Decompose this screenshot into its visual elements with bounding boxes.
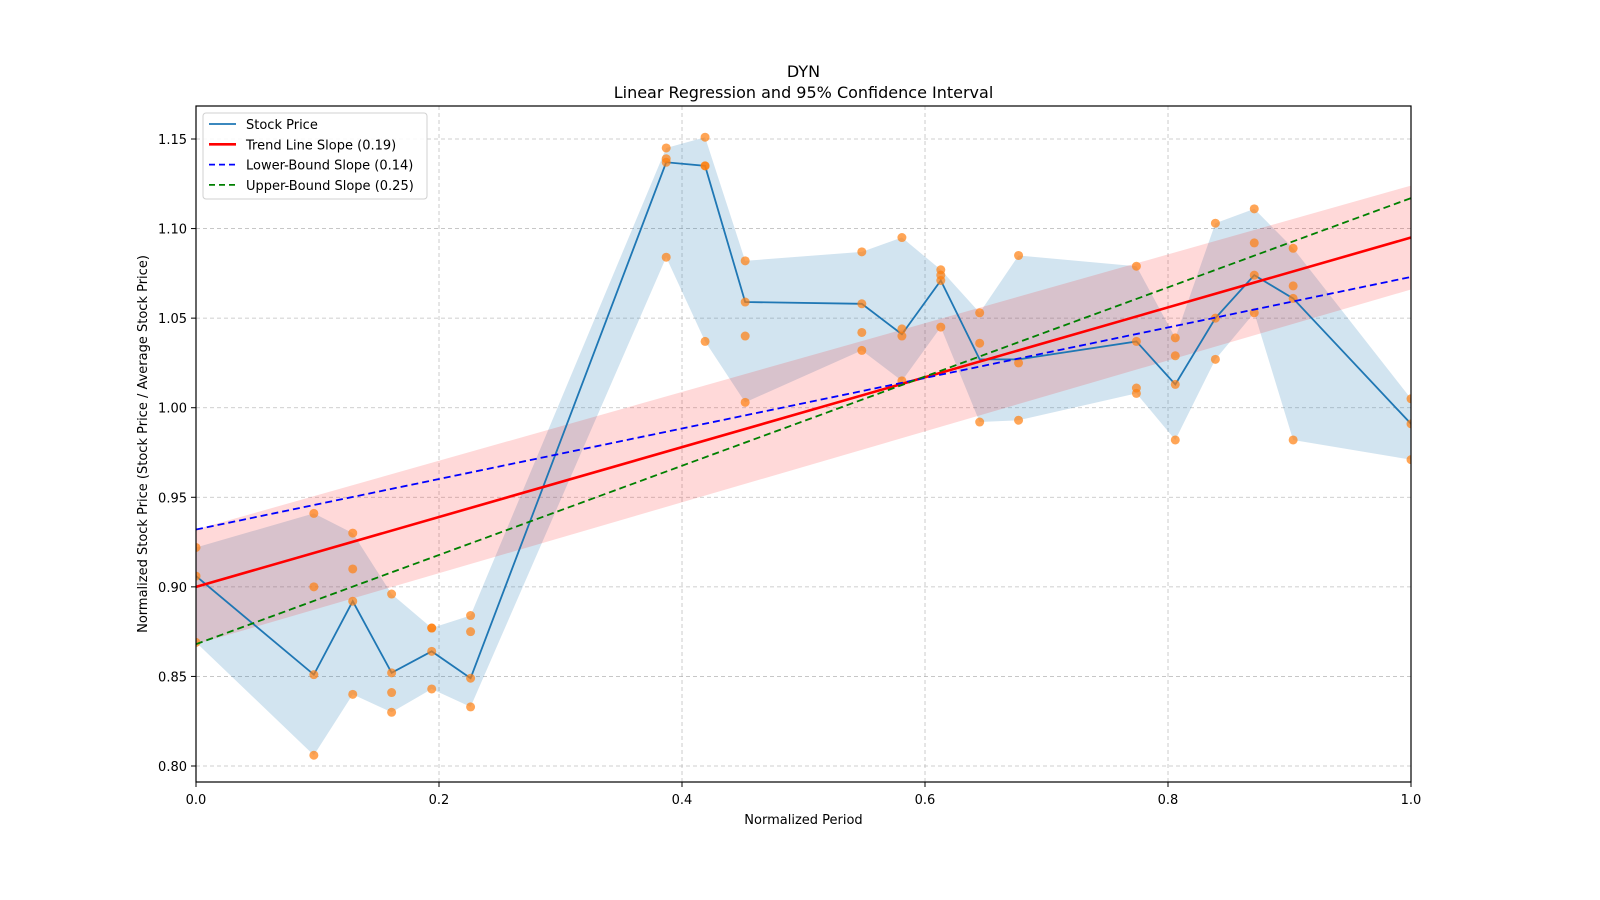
data-point [661,252,671,262]
data-point [897,324,907,334]
y-tick-label: 0.95 [158,491,187,506]
data-point [1406,455,1411,465]
data-point [387,668,397,678]
x-axis-ticks: 0.0 0.2 0.4 0.6 0.8 1.0 [186,782,1422,808]
data-point [700,132,710,142]
data-point [466,611,476,621]
data-point [975,308,985,318]
y-tick-label: 1.10 [158,223,187,238]
data-point [1131,336,1141,346]
trend-confidence-band [196,185,1411,645]
data-point [740,397,750,407]
y-tick-label: 1.15 [158,133,187,148]
data-point [1288,435,1298,445]
data-point [1249,238,1259,248]
legend-label: Upper-Bound Slope (0.25) [246,179,414,194]
data-point [740,297,750,307]
x-tick-label: 0.4 [672,793,693,808]
data-point [1170,351,1180,361]
data-point [897,233,907,243]
axes-frame [195,105,1412,783]
data-point [1210,313,1220,323]
data-point [1406,419,1411,429]
plot-area [196,132,1411,760]
data-point [196,542,201,552]
chart-title: DYN [787,62,820,81]
lower-bound-line [196,276,1411,531]
data-point [857,345,867,355]
legend-label: Lower-Bound Slope (0.14) [246,159,413,174]
data-point [309,508,319,518]
stock-price-line [196,161,1411,680]
data-point [387,688,397,698]
data-point [1014,358,1024,368]
data-point [1406,394,1411,404]
legend-label: Trend Line Slope (0.19) [245,138,396,153]
x-tick-label: 0.2 [429,793,450,808]
data-point [1014,415,1024,425]
data-point [857,327,867,337]
chart-subtitle: Linear Regression and 95% Confidence Int… [614,83,994,102]
data-point [1288,243,1298,253]
y-axis-label: Normalized Stock Price (Stock Price / Av… [136,255,151,633]
trend-line [196,236,1411,589]
data-point [309,670,319,680]
upper-bound-line [196,197,1411,646]
x-tick-label: 0.6 [915,793,936,808]
data-point [1170,379,1180,389]
legend-box [202,112,428,200]
data-point [466,627,476,637]
data-point [1170,333,1180,343]
y-axis-ticks: 0.80 0.85 0.90 0.95 1.00 1.05 1.10 1.15 [158,133,196,775]
legend: Stock Price Trend Line Slope (0.19) Lower-… [202,112,428,200]
data-point [1014,250,1024,260]
data-point [1131,261,1141,271]
data-point [348,596,358,606]
data-point [466,702,476,712]
data-point [700,161,710,171]
data-point [196,571,201,581]
data-point [897,331,907,341]
data-point [309,582,319,592]
data-point [740,331,750,341]
data-point [387,707,397,717]
data-point [309,750,319,760]
y-tick-label: 1.05 [158,312,187,327]
data-point [740,256,750,266]
x-tick-label: 0.8 [1158,793,1179,808]
x-axis-label: Normalized Period [744,813,862,828]
data-point [466,673,476,683]
data-point [1249,270,1259,280]
x-tick-label: 0.0 [186,793,207,808]
data-point [348,564,358,574]
data-point [348,689,358,699]
data-point [661,157,671,167]
y-tick-label: 0.80 [158,760,187,775]
data-point [1210,218,1220,228]
data-point [936,276,946,286]
data-point [427,684,437,694]
data-point [936,322,946,332]
y-tick-label: 0.90 [158,581,187,596]
data-point [348,528,358,538]
y-tick-label: 1.00 [158,402,187,417]
data-point [661,143,671,153]
legend-label: Stock Price [246,118,318,133]
data-point [975,417,985,427]
data-point [857,247,867,257]
data-point [700,336,710,346]
data-point [1288,281,1298,291]
data-point [1210,354,1220,364]
data-point [857,299,867,309]
data-point [975,338,985,348]
y-tick-label: 0.85 [158,670,187,685]
x-tick-label: 1.0 [1401,793,1422,808]
data-point [1170,435,1180,445]
data-point [1131,388,1141,398]
data-point [427,623,437,633]
data-point [387,589,397,599]
data-point [427,646,437,656]
data-point [1249,204,1259,214]
